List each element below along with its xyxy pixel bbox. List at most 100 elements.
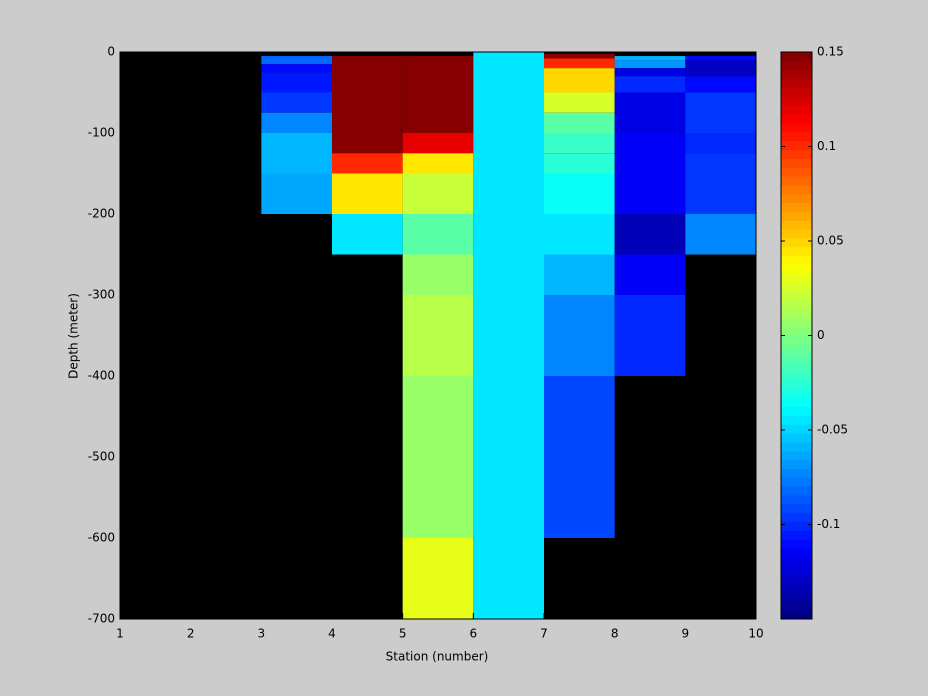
y-axis-label: Depth (meter) — [67, 293, 81, 379]
y-tick-label: -100 — [88, 126, 115, 140]
heatmap-cell — [402, 133, 474, 154]
heatmap-cell — [402, 254, 474, 295]
x-tick-label: 1 — [116, 627, 124, 641]
x-tick-label: 9 — [682, 627, 690, 641]
heatmap-cell — [402, 214, 474, 255]
heatmap-cell — [402, 295, 474, 376]
heatmap-cell — [544, 295, 615, 376]
colorbar-swatch — [781, 96, 812, 106]
colorbar-swatch — [781, 69, 812, 80]
colorbar-swatch — [781, 131, 812, 142]
y-tick-label: -200 — [88, 207, 115, 221]
colorbar-swatch — [781, 344, 812, 354]
colorbar-swatch — [781, 424, 812, 434]
heatmap-cell — [544, 92, 615, 113]
heatmap-cell — [544, 68, 615, 93]
x-tick-label: 2 — [187, 627, 195, 641]
heatmap-cell — [614, 92, 686, 133]
colorbar-swatch — [781, 450, 812, 461]
y-tick-label: -400 — [88, 369, 115, 383]
heatmap-cell — [402, 153, 474, 174]
heatmap-cell — [544, 133, 615, 154]
x-tick-label: 7 — [540, 627, 548, 641]
y-tick-label: -700 — [88, 612, 115, 626]
colorbar-swatch — [781, 87, 812, 97]
x-tick-label: 3 — [258, 627, 266, 641]
heatmap-cell — [685, 60, 756, 69]
heatmap-cell — [473, 52, 544, 619]
colorbar-swatch — [781, 229, 812, 239]
heatmap-cell — [402, 56, 474, 133]
colorbar-swatch — [781, 335, 812, 345]
colorbar-swatch — [781, 388, 812, 399]
colorbar-swatch — [781, 397, 812, 407]
colorbar-swatch — [781, 246, 812, 257]
x-tick-label: 8 — [611, 627, 619, 641]
colorbar-swatch — [781, 273, 812, 283]
colorbar-swatch — [781, 601, 812, 611]
heatmap-cell — [261, 112, 332, 133]
heatmap-cell — [614, 133, 686, 214]
heatmap-cell — [685, 68, 756, 77]
colorbar-swatch — [781, 592, 812, 602]
colorbar-swatch — [781, 521, 812, 531]
heatmap-cell — [685, 153, 756, 174]
heatmap-cell — [261, 64, 332, 73]
heatmap-cell — [685, 173, 756, 214]
heatmap-cell — [261, 56, 332, 65]
colorbar-swatch — [781, 255, 812, 266]
y-tick-label: -500 — [88, 450, 115, 464]
y-tick-label: -300 — [88, 288, 115, 302]
heatmap-cell — [544, 112, 615, 133]
heatmap-cell — [332, 153, 403, 174]
colorbar-swatch — [781, 291, 812, 301]
heatmap-cell — [544, 376, 615, 538]
colorbar-swatch — [781, 556, 812, 567]
heatmap-cell — [544, 53, 615, 59]
colorbar-swatch — [781, 220, 812, 230]
colorbar-swatch — [781, 362, 812, 372]
colorbar-swatch — [781, 415, 812, 425]
colorbar-swatch — [781, 565, 812, 576]
x-tick-label: 6 — [470, 627, 478, 641]
heatmap-cell — [402, 173, 474, 214]
heatmap-cell — [685, 92, 756, 133]
heatmap-cell — [261, 173, 332, 214]
colorbar-swatch — [781, 477, 812, 487]
colorbar-swatch — [781, 353, 812, 363]
colorbar-swatch — [781, 317, 812, 328]
colorbar-swatch — [781, 308, 812, 319]
colorbar-swatch — [781, 193, 812, 204]
colorbar-swatch — [781, 78, 812, 88]
heatmap-cell — [614, 56, 686, 61]
x-tick-label: 10 — [748, 627, 763, 641]
colorbar-tick-label: 0.05 — [817, 234, 844, 248]
colorbar-tick-label: -0.1 — [817, 517, 840, 531]
y-tick-label: 0 — [107, 45, 115, 59]
colorbar-swatch — [781, 167, 812, 177]
y-tick-label: -600 — [88, 531, 115, 545]
heatmap-cell — [332, 56, 403, 154]
colorbar-swatch — [781, 379, 812, 390]
colorbar-swatch — [781, 238, 812, 248]
heatmap-cell — [685, 76, 756, 93]
heatmap-cell — [614, 214, 686, 255]
colorbar-swatch — [781, 503, 812, 514]
heatmap-cell — [614, 254, 686, 295]
heatmap-cell — [685, 56, 756, 61]
colorbar-swatch — [781, 202, 812, 212]
colorbar-swatch — [781, 52, 812, 62]
heatmap-cell — [402, 538, 474, 619]
x-tick-label: 5 — [399, 627, 407, 641]
colorbar-swatch — [781, 114, 812, 124]
colorbar-swatch — [781, 158, 812, 168]
colorbar-swatch — [781, 574, 812, 585]
heatmap-cell — [544, 173, 615, 214]
heatmap-cell — [544, 58, 615, 69]
colorbar-tick-label: 0.15 — [817, 45, 844, 59]
colorbar-swatch — [781, 441, 812, 452]
x-tick-label: 4 — [328, 627, 336, 641]
heatmap-cell — [261, 72, 332, 93]
colorbar-swatch — [781, 610, 812, 620]
